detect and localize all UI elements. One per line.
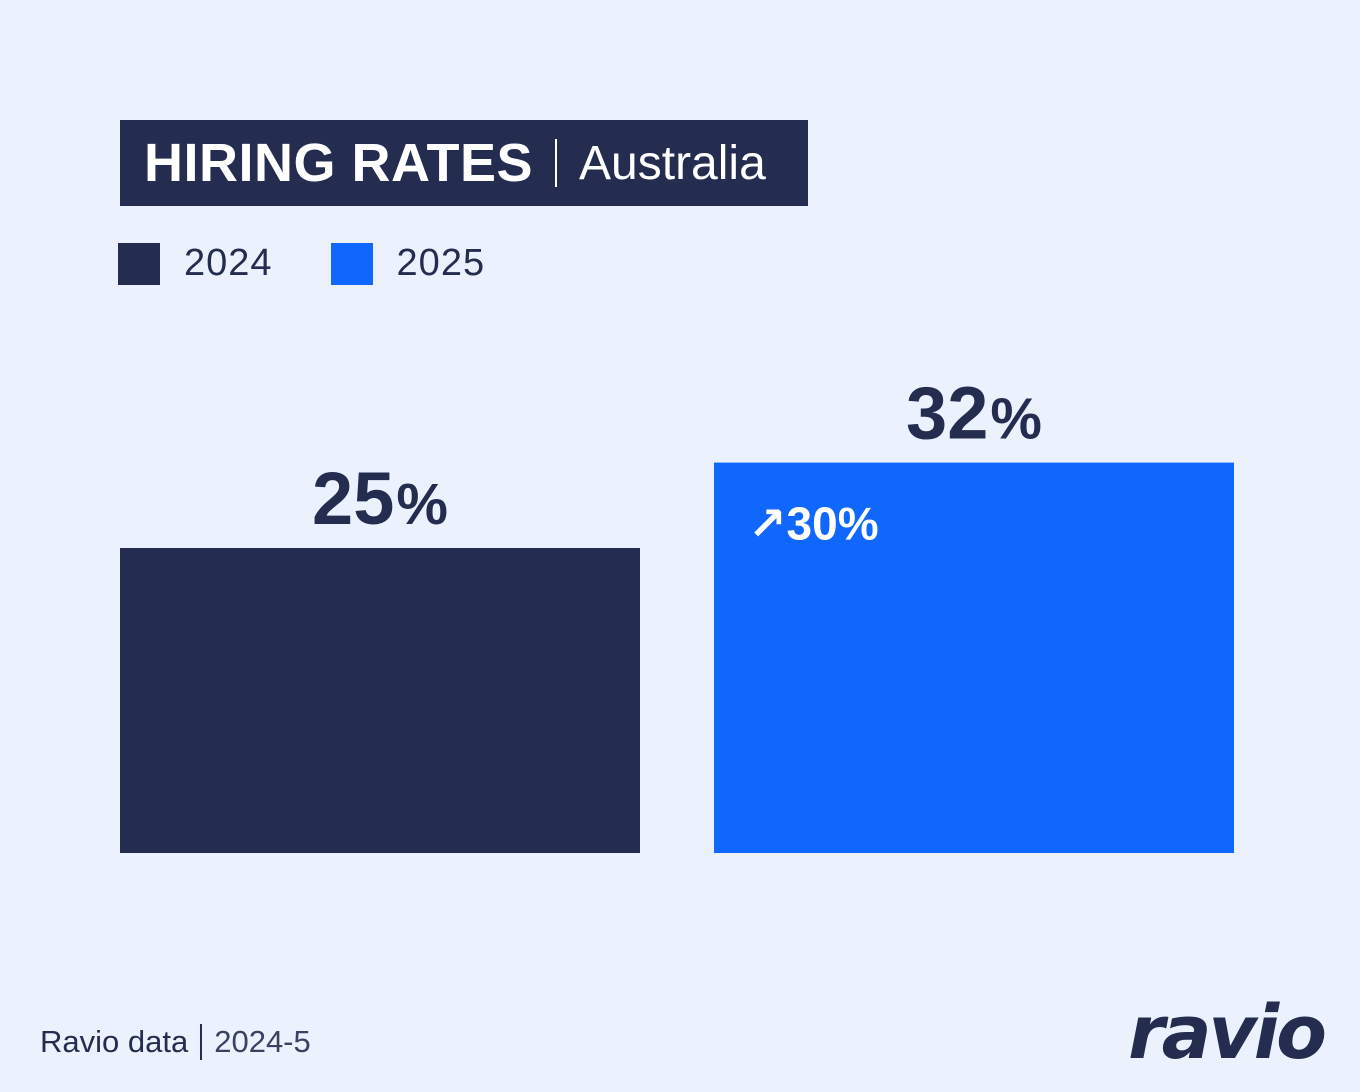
legend-label-2024: 2024 <box>184 242 273 284</box>
legend-swatch-2025 <box>330 242 373 285</box>
footer-date: 2024-5 <box>214 1024 311 1059</box>
title-divider <box>555 139 558 187</box>
bar-change-annotation-2025: ↗30% <box>748 498 879 550</box>
legend: 2024 2025 <box>118 242 543 285</box>
bar-value-label-2024: 25% <box>312 457 448 540</box>
chart-title: HIRING RATES <box>144 133 534 193</box>
footer: Ravio data 2024-5 <box>40 1024 311 1060</box>
footer-source: Ravio data <box>40 1024 189 1059</box>
ravio-logo: ravio <box>1128 990 1327 1076</box>
footer-divider <box>200 1024 203 1060</box>
bar-2024 <box>120 548 640 853</box>
bar-2025 <box>714 462 1234 853</box>
chart-title-box: HIRING RATES Australia <box>120 120 808 206</box>
legend-label-2025: 2025 <box>396 242 486 284</box>
chart-subtitle: Australia <box>579 136 766 190</box>
legend-item-2024: 2024 <box>118 242 273 285</box>
legend-item-2025: 2025 <box>330 242 486 285</box>
legend-swatch-2024 <box>118 242 160 285</box>
bar-value-label-2025: 32% <box>906 372 1042 455</box>
